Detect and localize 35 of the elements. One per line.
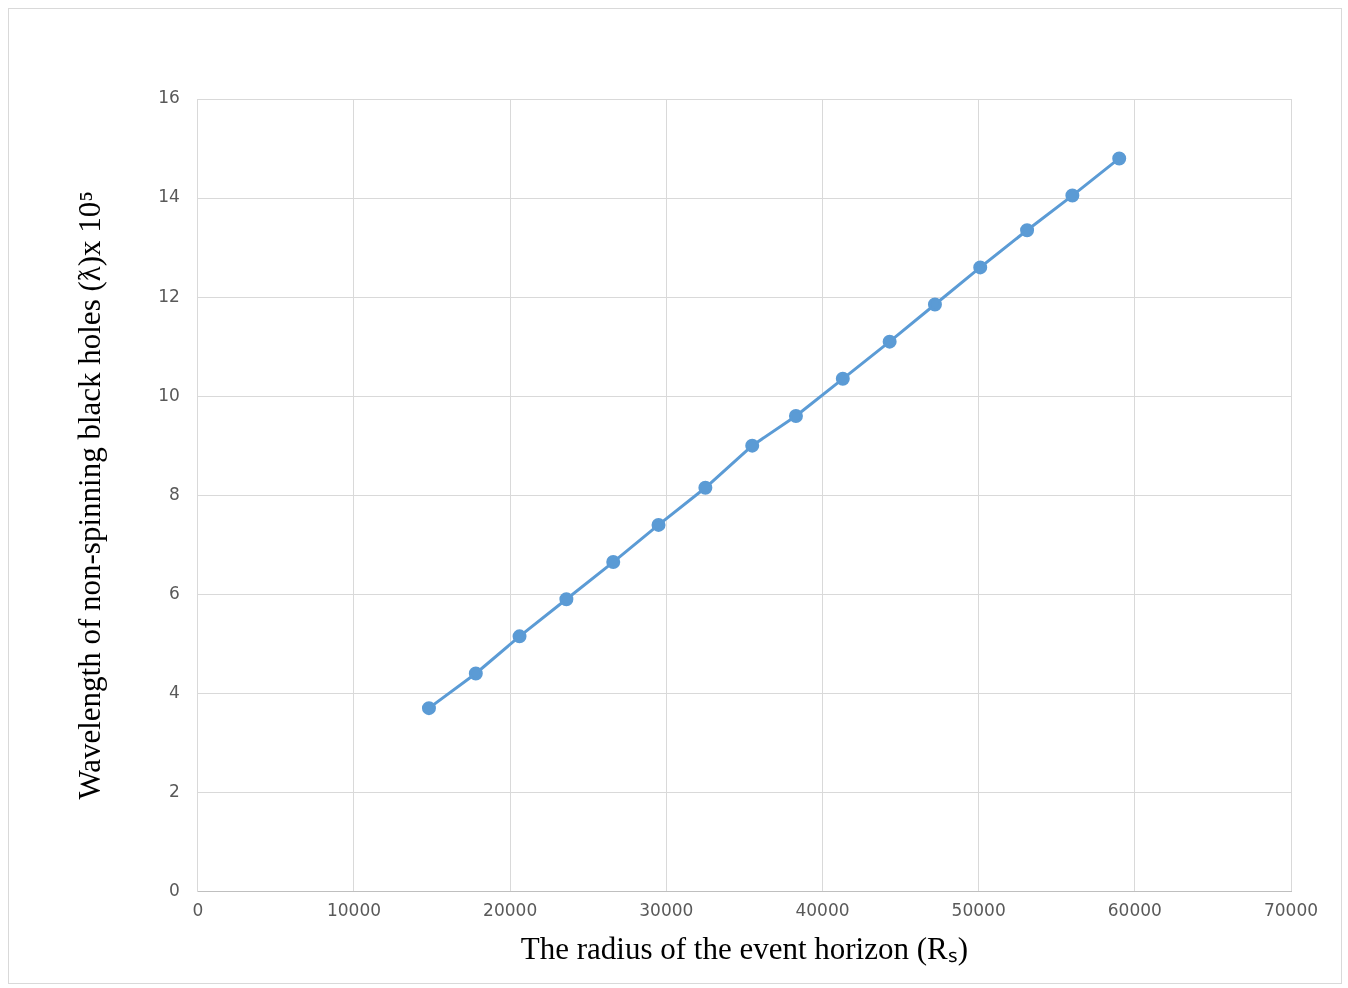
x-axis-title: The radius of the event horizon (Rₛ)	[520, 930, 969, 966]
y-tick-label: 4	[169, 681, 180, 702]
point	[651, 517, 666, 532]
point	[745, 438, 760, 453]
x-tick-label: 0	[192, 900, 204, 921]
point	[788, 408, 803, 423]
y-tick-label: 12	[158, 285, 180, 306]
point	[606, 555, 621, 570]
y-tick-label: 16	[158, 87, 180, 108]
point	[882, 334, 897, 349]
point	[1065, 188, 1080, 203]
point	[468, 666, 483, 681]
x-tick-label: 60000	[1107, 900, 1162, 921]
point	[698, 480, 713, 495]
point	[512, 629, 527, 644]
y-tick-label: 10	[158, 384, 180, 405]
x-tick-label: 70000	[1263, 900, 1319, 921]
point	[559, 592, 574, 607]
point	[1020, 223, 1035, 238]
point	[835, 371, 850, 386]
point	[421, 701, 436, 716]
y-tick-label: 14	[158, 186, 180, 207]
y-tick-label: 6	[169, 582, 180, 603]
y-tick-label: 0	[169, 879, 180, 900]
x-tick-label: 50000	[951, 900, 1006, 921]
x-tick-label: 40000	[795, 900, 850, 921]
x-tick-label: 10000	[326, 900, 382, 921]
y-tick-label: 2	[169, 780, 180, 801]
y-axis-title: Wavelength of non-spinning black holes (ƛ)x 10⁵	[71, 190, 107, 800]
x-tick-label: 20000	[483, 900, 538, 921]
x-tick-label: 30000	[639, 900, 694, 921]
point	[1112, 151, 1127, 166]
point	[927, 297, 942, 312]
point	[973, 260, 988, 275]
y-tick-label: 8	[169, 483, 180, 504]
